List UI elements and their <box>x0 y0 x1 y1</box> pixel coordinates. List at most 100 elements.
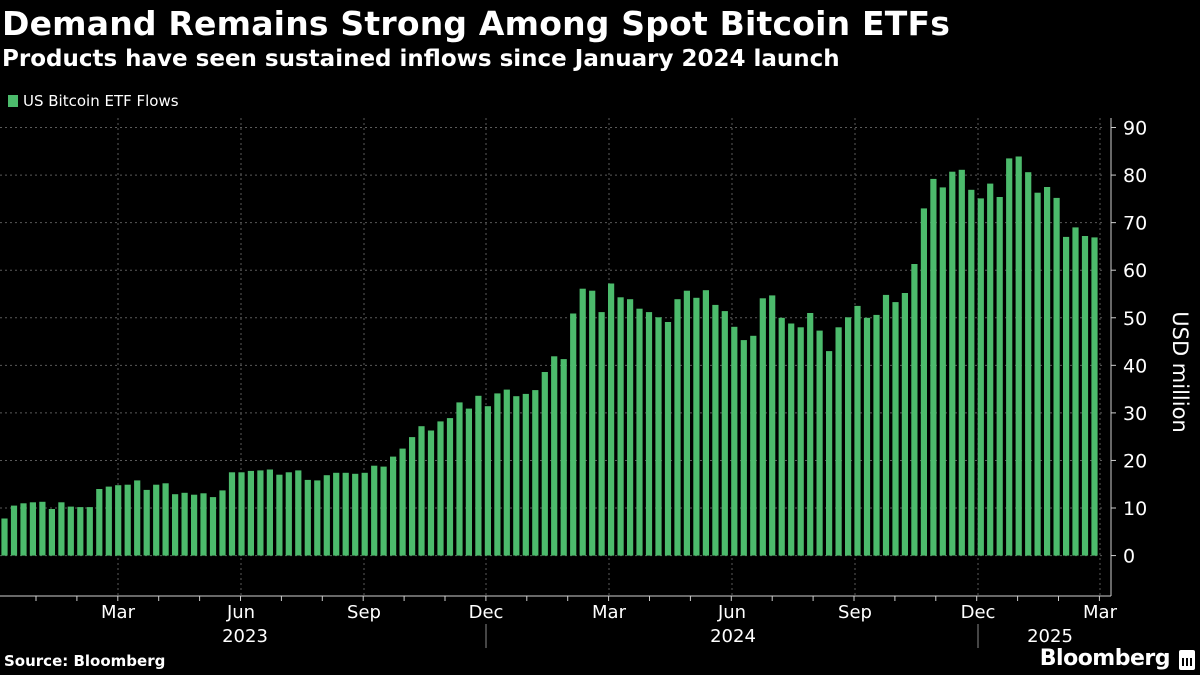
bar <box>750 335 757 556</box>
y-tick-label: 90 <box>1123 118 1147 140</box>
bar <box>228 472 236 556</box>
bar <box>418 426 425 556</box>
bar <box>10 505 18 556</box>
bar <box>598 312 605 556</box>
bar <box>712 304 719 556</box>
bar <box>77 507 84 556</box>
bar <box>390 456 397 556</box>
bar <box>996 197 1003 556</box>
bar <box>702 290 709 556</box>
bar <box>892 302 899 556</box>
bar <box>901 293 908 556</box>
bar <box>816 330 823 556</box>
bar <box>854 305 861 556</box>
bar <box>1091 237 1098 556</box>
bar <box>39 501 46 556</box>
bar <box>48 509 55 556</box>
bar <box>342 472 349 556</box>
bar <box>219 490 226 556</box>
y-tick-label: 10 <box>1123 498 1147 520</box>
y-tick-label: 0 <box>1123 546 1135 568</box>
bar <box>608 283 615 556</box>
bar <box>314 480 321 556</box>
bar <box>371 465 378 556</box>
bar <box>987 183 994 556</box>
bar <box>579 288 586 556</box>
bar <box>124 484 131 556</box>
x-tick-label: Jun <box>717 602 746 623</box>
bar <box>1044 187 1051 556</box>
bar <box>977 198 984 556</box>
x-tick-label: Mar <box>592 602 627 623</box>
bar <box>693 297 700 556</box>
bar <box>958 169 965 556</box>
bar <box>807 313 814 556</box>
bar <box>560 359 567 556</box>
bar <box>475 395 482 556</box>
bar <box>778 317 785 556</box>
bar <box>949 171 956 556</box>
chart-title: Demand Remains Strong Among Spot Bitcoin… <box>2 4 951 43</box>
bar <box>627 299 634 556</box>
bar <box>674 299 681 556</box>
bar <box>797 327 804 556</box>
bar <box>589 290 596 556</box>
bar <box>721 311 728 556</box>
bar <box>484 406 491 556</box>
bar <box>143 489 150 556</box>
y-axis-label: USD million <box>1168 311 1192 433</box>
bar <box>134 480 141 556</box>
bar <box>437 421 444 556</box>
bar <box>304 479 311 556</box>
bar <box>930 178 937 556</box>
bar <box>1 518 8 556</box>
bar <box>636 308 643 556</box>
x-tick-label: Dec <box>469 602 504 623</box>
bar <box>1072 227 1079 556</box>
x-tick-label: Mar <box>101 602 136 623</box>
bar <box>86 507 93 556</box>
y-tick-label: 70 <box>1123 213 1147 235</box>
bar <box>96 489 103 556</box>
bar <box>105 486 112 556</box>
bar <box>20 503 27 556</box>
bar <box>740 340 747 556</box>
x-year-label: 2024 <box>710 626 756 647</box>
y-tick-label: 50 <box>1123 308 1147 330</box>
bar <box>1015 156 1022 556</box>
bar <box>380 466 387 556</box>
bar <box>570 313 577 556</box>
bar <box>826 351 833 556</box>
x-tick-label: Sep <box>347 602 381 623</box>
y-tick-label: 20 <box>1123 450 1147 472</box>
bar <box>513 396 520 556</box>
bar <box>939 187 946 556</box>
x-year-label: 2023 <box>222 626 268 647</box>
bar <box>769 295 776 556</box>
bar <box>465 408 472 556</box>
bar <box>1025 172 1032 556</box>
bar <box>968 189 975 556</box>
bar <box>503 389 510 556</box>
bar <box>522 393 529 556</box>
bar <box>882 294 890 556</box>
bar <box>541 372 548 556</box>
y-tick-label: 80 <box>1123 165 1147 187</box>
chart-subtitle: Products have seen sustained inflows sin… <box>2 46 840 72</box>
bar <box>1053 197 1060 556</box>
bar <box>333 472 340 556</box>
source-note: Source: Bloomberg <box>4 652 166 670</box>
bar <box>266 469 273 556</box>
x-tick-label: Dec <box>961 602 996 623</box>
bar <box>759 298 766 556</box>
bar <box>409 437 416 556</box>
brand-logo: Bloomberg <box>1039 646 1171 671</box>
bar <box>446 418 454 556</box>
bar <box>257 470 264 556</box>
x-tick-label: Mar <box>1083 602 1118 623</box>
bar <box>29 502 36 556</box>
y-tick-label: 40 <box>1123 355 1147 377</box>
bar <box>551 356 558 556</box>
bar <box>456 402 463 556</box>
bar <box>911 264 918 556</box>
